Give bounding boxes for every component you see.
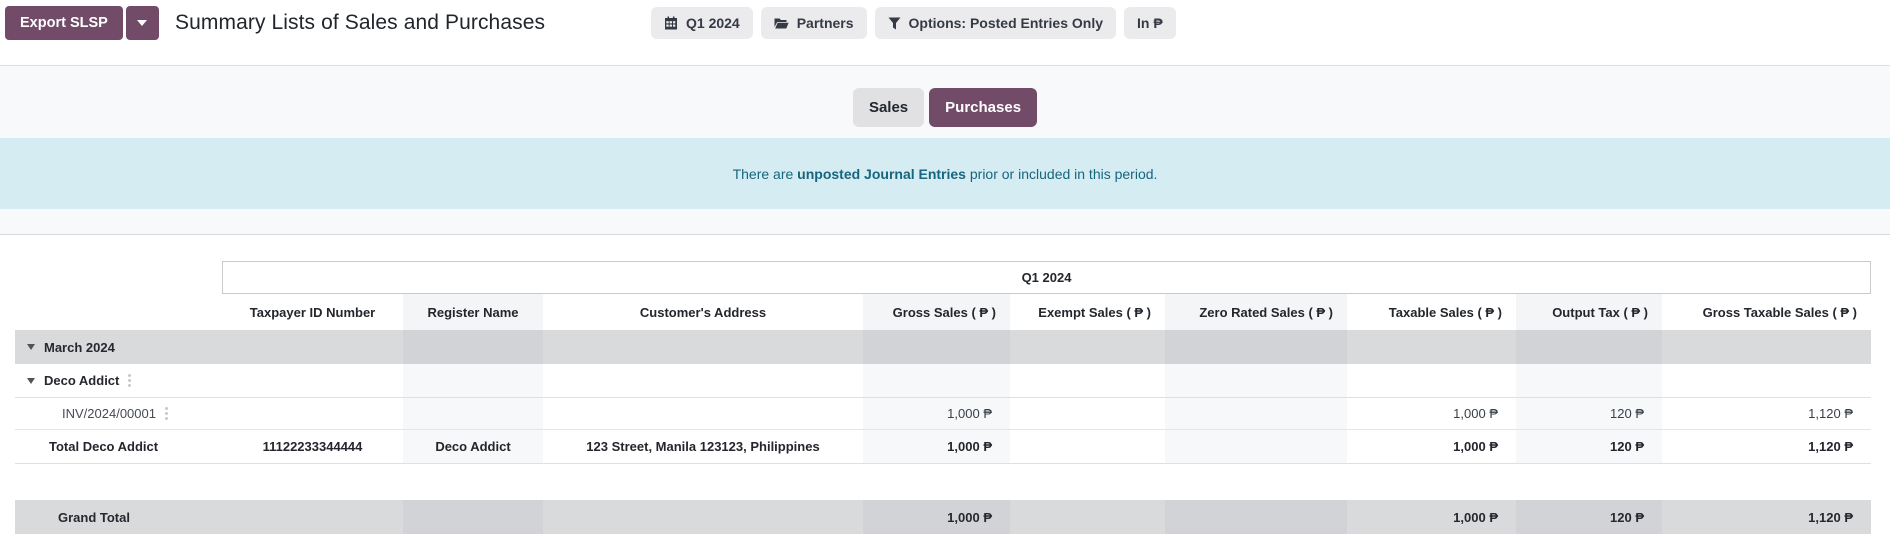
tab-sales[interactable]: Sales <box>852 88 925 127</box>
partner-group-label[interactable]: Deco Addict <box>44 373 120 388</box>
column-header-row: Taxpayer ID Number Register Name Custome… <box>15 294 1871 330</box>
invoice-gross-taxable: 1,120 ₱ <box>1808 406 1853 421</box>
collapse-caret-icon[interactable] <box>27 344 35 350</box>
period-header: Q1 2024 <box>222 261 1871 294</box>
export-split-button: Export SLSP <box>5 6 159 40</box>
partner-total-taxable-sales: 1,000 ₱ <box>1453 439 1498 454</box>
partner-total-gross-sales: 1,000 ₱ <box>863 430 1010 463</box>
partner-total-output-tax: 120 ₱ <box>1516 430 1662 463</box>
col-output-tax: Output Tax ( ₱ ) <box>1516 294 1662 330</box>
currency-filter-button[interactable]: In ₱ <box>1124 7 1176 39</box>
header-divider-band <box>0 209 1890 235</box>
slsp-report-table: Q1 2024 Taxpayer ID Number Register Name… <box>15 261 1871 534</box>
period-filter-button[interactable]: Q1 2024 <box>651 7 753 39</box>
tab-band: Sales Purchases <box>0 65 1890 138</box>
caret-down-icon <box>137 20 148 26</box>
page-title: Summary Lists of Sales and Purchases <box>175 11 546 34</box>
filter-bar: Q1 2024 Partners Options: Posted Entries… <box>651 7 1176 39</box>
tab-purchases[interactable]: Purchases <box>929 88 1038 127</box>
month-group-label[interactable]: March 2024 <box>44 339 115 355</box>
col-taxable-sales: Taxable Sales ( ₱ ) <box>1388 304 1502 320</box>
partner-total-gross-taxable: 1,120 ₱ <box>1808 439 1853 454</box>
grand-total-output-tax: 120 ₱ <box>1516 500 1662 534</box>
unposted-entries-banner: There are unposted Journal Entries prior… <box>0 138 1890 209</box>
filter-funnel-icon <box>888 17 901 30</box>
grand-total-taxable-sales: 1,000 ₱ <box>1453 509 1498 525</box>
invoice-link[interactable]: INV/2024/00001 <box>62 406 156 421</box>
collapse-caret-icon[interactable] <box>27 377 35 384</box>
banner-text-suffix: prior or included in this period. <box>965 165 1158 182</box>
invoice-row: INV/2024/00001 1,000 ₱ 1,000 ₱ 120 ₱ 1,1… <box>15 398 1871 430</box>
currency-filter-label: In ₱ <box>1137 15 1163 31</box>
folder-open-icon <box>774 17 789 30</box>
period-filter-label: Q1 2024 <box>686 15 740 31</box>
partner-group-row: Deco Addict <box>15 364 1871 398</box>
invoice-output-tax: 120 ₱ <box>1516 398 1662 429</box>
col-zero-rated-sales: Zero Rated Sales ( ₱ ) <box>1165 294 1347 330</box>
grand-total-gross-taxable: 1,120 ₱ <box>1808 509 1853 525</box>
invoice-gross-sales: 1,000 ₱ <box>863 398 1010 429</box>
options-filter-label: Options: Posted Entries Only <box>908 15 1103 31</box>
export-dropdown-button[interactable] <box>125 6 159 40</box>
partner-total-label: Total Deco Addict <box>49 439 159 454</box>
partner-address: 123 Street, Manila 123123, Philippines <box>586 439 820 454</box>
invoice-taxable-sales: 1,000 ₱ <box>1453 406 1498 421</box>
partners-filter-label: Partners <box>796 15 854 31</box>
grand-total-gross-sales: 1,000 ₱ <box>863 500 1010 534</box>
partner-taxpayer-id: 11122233344444 <box>262 439 363 454</box>
report-type-tabs: Sales Purchases <box>852 88 1038 127</box>
partner-total-row: Total Deco Addict 11122233344444 Deco Ad… <box>15 430 1871 464</box>
grand-total-row: Grand Total 1,000 ₱ 1,000 ₱ 120 ₱ 1,120 … <box>15 500 1871 534</box>
col-taxpayer-id: Taxpayer ID Number <box>249 304 376 320</box>
col-gross-sales: Gross Sales ( ₱ ) <box>863 294 1010 330</box>
kebab-menu-icon[interactable] <box>128 374 132 387</box>
options-filter-button[interactable]: Options: Posted Entries Only <box>874 7 1116 39</box>
kebab-menu-icon[interactable] <box>164 407 168 420</box>
col-register-name: Register Name <box>403 294 543 330</box>
col-customer-address: Customer's Address <box>639 304 767 320</box>
spacer-row <box>15 464 1871 500</box>
month-group-row: March 2024 <box>15 330 1871 364</box>
col-gross-taxable-sales: Gross Taxable Sales ( ₱ ) <box>1702 304 1857 320</box>
partners-filter-button[interactable]: Partners <box>760 7 867 39</box>
banner-text-prefix: There are <box>732 165 798 182</box>
period-header-row: Q1 2024 <box>15 261 1871 294</box>
unposted-journal-entries-link[interactable]: unposted Journal Entries <box>797 165 966 182</box>
col-exempt-sales: Exempt Sales ( ₱ ) <box>1038 304 1151 320</box>
grand-total-label: Grand Total <box>58 509 130 525</box>
export-slsp-button[interactable]: Export SLSP <box>5 6 123 40</box>
control-panel: Export SLSP Summary Lists of Sales and P… <box>0 0 1890 65</box>
calendar-icon <box>664 16 678 30</box>
partner-register-name: Deco Addict <box>403 430 543 463</box>
